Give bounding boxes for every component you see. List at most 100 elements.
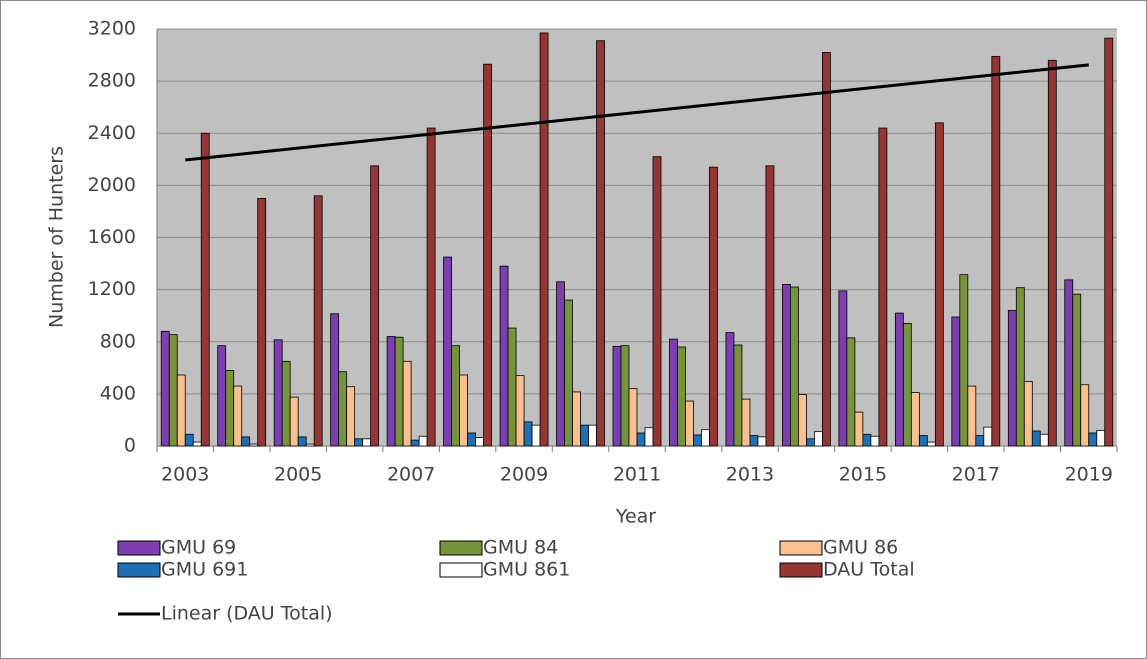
bar	[338, 371, 348, 447]
bar	[257, 198, 267, 447]
bar	[281, 360, 291, 447]
bar	[459, 374, 468, 447]
bar	[612, 345, 622, 447]
legend-label: GMU 69	[161, 537, 236, 559]
bar	[418, 435, 428, 447]
y-tick-label: 800	[100, 330, 136, 352]
y-tick-label: 400	[100, 382, 136, 404]
y-tick-label: 2400	[88, 122, 136, 144]
bar	[467, 432, 476, 447]
bar	[1072, 293, 1082, 447]
bar	[975, 435, 985, 447]
bar	[289, 396, 299, 447]
y-tick-label: 0	[124, 435, 136, 457]
bar	[1104, 37, 1114, 447]
bar	[507, 327, 517, 447]
bar	[870, 435, 880, 447]
bar	[894, 312, 904, 447]
bar	[1088, 432, 1098, 447]
bar	[346, 386, 356, 447]
x-tick-label: 2003	[161, 464, 209, 486]
bar	[620, 345, 630, 447]
bar	[596, 40, 605, 447]
bar	[1015, 287, 1025, 447]
x-tick-label: 2005	[274, 464, 322, 486]
bar	[798, 394, 807, 447]
bar	[176, 374, 186, 447]
bar	[410, 439, 420, 447]
x-tick-label: 2009	[500, 464, 548, 486]
bar	[878, 127, 888, 447]
bar	[588, 424, 597, 447]
bar	[233, 385, 243, 447]
bar	[910, 392, 920, 447]
bar	[628, 388, 638, 447]
bar	[814, 431, 823, 447]
bar	[902, 323, 912, 447]
bar	[184, 433, 194, 447]
x-tick-label: 2019	[1065, 464, 1113, 486]
bar	[959, 274, 969, 447]
bar	[539, 32, 549, 447]
bar	[225, 370, 235, 447]
legend-label: DAU Total	[823, 559, 915, 581]
bar	[951, 316, 961, 447]
bar	[741, 398, 751, 447]
bar	[733, 344, 743, 447]
bar	[967, 385, 977, 447]
bar	[918, 435, 928, 447]
bar	[402, 360, 412, 447]
bar	[160, 330, 170, 447]
bar	[523, 421, 533, 447]
y-tick-label: 3200	[88, 18, 136, 40]
legend-swatch	[439, 540, 483, 556]
bar	[200, 132, 210, 447]
y-axis-title: Number of Hunters	[46, 146, 68, 328]
legend-label: Linear (DAU Total)	[161, 603, 333, 625]
legend-swatch	[779, 540, 823, 556]
bar	[451, 345, 460, 447]
bar	[192, 441, 202, 447]
bar	[782, 284, 791, 447]
legend-label: GMU 86	[823, 537, 898, 559]
bar	[926, 441, 936, 447]
legend-swatch	[779, 562, 823, 578]
bar	[790, 286, 799, 447]
legend-label: GMU 691	[161, 559, 248, 581]
bar	[572, 391, 581, 447]
bar	[386, 336, 396, 447]
x-tick-label: 2015	[839, 464, 887, 486]
bar	[297, 436, 307, 447]
bar	[991, 55, 1001, 447]
x-tick-label: 2007	[387, 464, 435, 486]
bar	[806, 438, 815, 447]
bar	[564, 299, 573, 447]
bar	[531, 424, 541, 447]
bar	[1007, 310, 1017, 447]
bar	[394, 336, 404, 447]
bar	[1080, 384, 1090, 447]
bar	[709, 166, 718, 447]
bar	[1031, 430, 1041, 447]
y-tick-label: 2000	[88, 174, 136, 196]
bar	[644, 427, 654, 447]
bar	[443, 256, 452, 447]
bar	[934, 122, 944, 447]
bar	[499, 265, 509, 447]
bar	[636, 432, 646, 447]
x-tick-label: 2011	[613, 464, 661, 486]
bar	[249, 443, 259, 447]
bar	[168, 334, 178, 447]
bar	[1039, 433, 1049, 447]
y-tick-label: 1200	[88, 278, 136, 300]
bar	[693, 434, 702, 447]
y-tick-label: 1600	[88, 226, 136, 248]
bar	[354, 438, 364, 447]
y-tick-label: 2800	[88, 70, 136, 92]
bar	[475, 437, 484, 447]
bar	[241, 436, 251, 447]
bar	[515, 375, 525, 447]
bar	[426, 127, 436, 447]
bar	[846, 337, 856, 447]
bar	[305, 443, 315, 447]
